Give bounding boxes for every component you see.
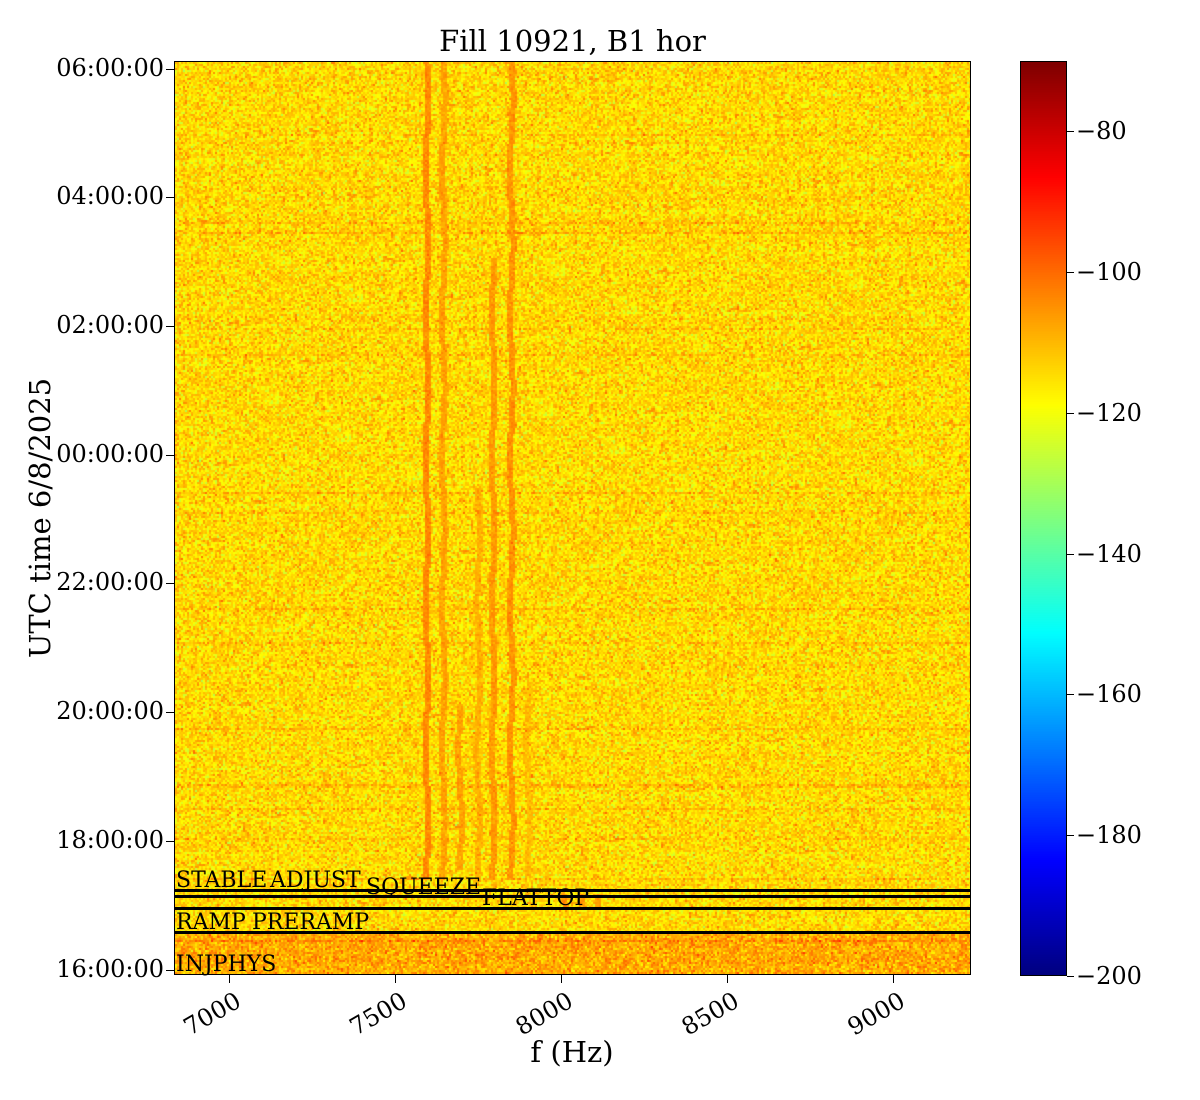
x-tick-label: 9000 xyxy=(842,986,910,1042)
y-tick-label: 06:00:00 xyxy=(56,53,164,82)
beam-mode-line xyxy=(174,906,971,910)
colorbar-tick-mark xyxy=(1067,553,1074,555)
beam-mode-label: RAMP xyxy=(176,910,246,936)
x-tick-label: 7000 xyxy=(178,986,246,1042)
x-tick-mark xyxy=(727,975,729,983)
x-tick-label: 7500 xyxy=(344,986,412,1042)
colorbar-tick-mark xyxy=(1067,272,1074,274)
x-tick-mark xyxy=(561,975,563,983)
beam-mode-label: PRERAMP xyxy=(252,910,370,936)
colorbar-tick-mark xyxy=(1067,694,1074,696)
y-tick-mark xyxy=(166,969,174,971)
y-tick-label: 04:00:00 xyxy=(56,182,164,211)
x-tick-mark xyxy=(229,975,231,983)
y-tick-mark xyxy=(166,197,174,199)
beam-mode-line xyxy=(174,888,971,892)
colorbar-tick-label: −180 xyxy=(1076,821,1142,850)
beam-mode-label: STABLE xyxy=(176,868,268,894)
colorbar-tick-label: −160 xyxy=(1076,680,1142,709)
y-tick-mark xyxy=(166,68,174,70)
colorbar-tick-mark xyxy=(1067,412,1074,414)
y-axis-label: UTC time 6/8/2025 xyxy=(23,377,57,659)
x-axis-label: f (Hz) xyxy=(530,1035,614,1069)
colorbar-tick-mark xyxy=(1067,131,1074,133)
chart-title: Fill 10921, B1 hor xyxy=(439,24,706,58)
y-tick-mark xyxy=(166,583,174,585)
colorbar-gradient xyxy=(1021,62,1066,975)
y-tick-mark xyxy=(166,712,174,714)
colorbar-tick-label: −140 xyxy=(1076,539,1142,568)
spectrogram-plot-area xyxy=(174,61,971,975)
spectrogram-heatmap xyxy=(175,62,970,974)
y-tick-mark xyxy=(166,454,174,456)
y-tick-label: 02:00:00 xyxy=(56,310,164,339)
colorbar-tick-mark xyxy=(1067,835,1074,837)
beam-mode-line xyxy=(174,930,971,934)
x-tick-mark xyxy=(395,975,397,983)
y-tick-label: 00:00:00 xyxy=(56,439,164,468)
y-tick-label: 20:00:00 xyxy=(56,697,164,726)
beam-mode-line xyxy=(174,895,971,899)
beam-mode-label: INJPHYS xyxy=(176,951,277,977)
colorbar xyxy=(1020,61,1067,976)
beam-mode-label: ADJUST xyxy=(270,868,361,894)
x-tick-label: 8000 xyxy=(510,986,578,1042)
beam-mode-label: FLATTOP xyxy=(482,886,590,912)
y-tick-mark xyxy=(166,840,174,842)
y-tick-label: 22:00:00 xyxy=(56,568,164,597)
colorbar-tick-label: −80 xyxy=(1076,117,1127,146)
colorbar-tick-label: −200 xyxy=(1076,962,1142,990)
x-tick-mark xyxy=(892,975,894,983)
y-tick-label: 16:00:00 xyxy=(56,954,164,983)
y-tick-label: 18:00:00 xyxy=(56,825,164,854)
colorbar-tick-label: −100 xyxy=(1076,258,1142,287)
beam-mode-label: SQUEEZE xyxy=(366,874,482,900)
y-tick-mark xyxy=(166,325,174,327)
x-tick-label: 8500 xyxy=(676,986,744,1042)
colorbar-tick-label: −120 xyxy=(1076,398,1142,427)
colorbar-tick-mark xyxy=(1067,976,1074,977)
